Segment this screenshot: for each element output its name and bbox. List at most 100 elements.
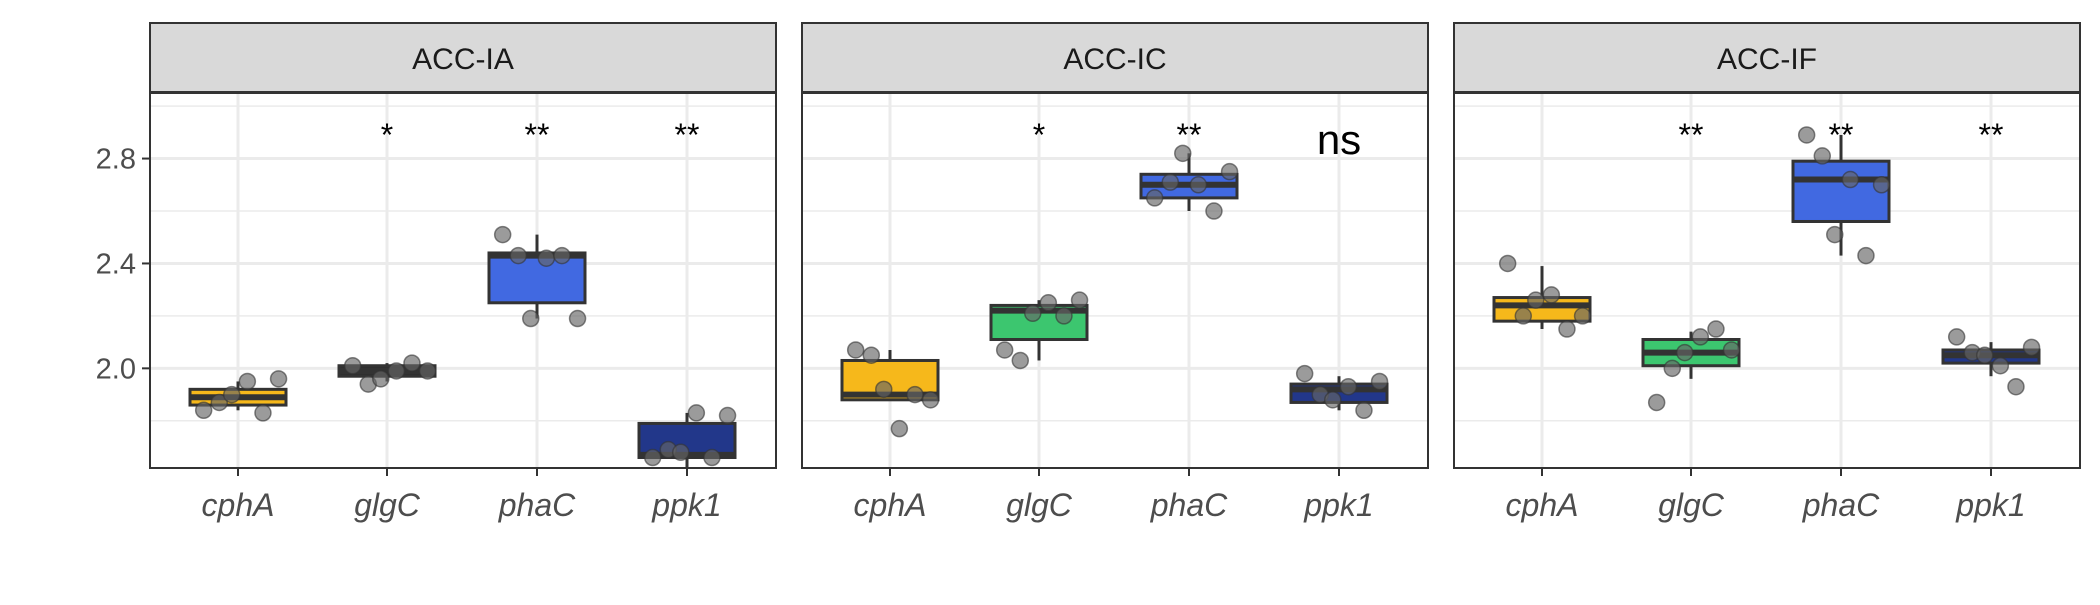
data-point (1189, 176, 1208, 194)
data-point (269, 370, 288, 388)
x-tick-label: ppk1 (651, 487, 721, 523)
box-acc-ic-ppk1 (1289, 364, 1389, 420)
box-acc-ic-phaC (1139, 144, 1239, 220)
facet-strip-label: ACC-IF (1717, 43, 1817, 76)
box-acc-ia-phaC (487, 225, 587, 328)
data-point (1174, 144, 1192, 163)
data-point (1872, 176, 1891, 194)
panel-border (149, 92, 777, 469)
box-acc-ia-ppk1 (637, 404, 737, 468)
data-point (1826, 225, 1844, 244)
facet-panel-acc-ia: ACC-IA cphA * glgC ** phaC ** ppk1 (149, 22, 777, 523)
y-tick-label: 2.8 (96, 144, 136, 176)
x-tick-label: cphA (1506, 487, 1579, 523)
data-point (343, 356, 362, 375)
y-tick-label: 2.4 (96, 248, 136, 280)
data-point (418, 362, 437, 380)
data-point (1707, 320, 1725, 338)
plot-area (802, 93, 1428, 468)
x-tick-label: phaC (498, 487, 576, 523)
significance-label: ** (1177, 117, 1202, 153)
data-point (2007, 377, 2025, 396)
data-point (1205, 202, 1223, 220)
data-point (1976, 346, 1994, 364)
data-point (1011, 351, 1030, 370)
box-acc-if-ppk1 (1941, 328, 2041, 396)
significance-label: ns (1317, 116, 1361, 163)
data-point (1498, 254, 1517, 273)
data-point (254, 404, 272, 422)
data-point (1573, 307, 1592, 325)
data-point (493, 225, 512, 244)
data-point (1691, 328, 1710, 346)
panel-border (1453, 92, 2081, 469)
facet-strip (801, 22, 1429, 93)
data-point (1220, 162, 1239, 181)
data-point (875, 380, 893, 399)
data-point (1841, 170, 1860, 189)
data-point (1527, 291, 1545, 309)
data-point (672, 443, 690, 462)
data-point (846, 341, 865, 359)
box-acc-if-phaC (1791, 126, 1891, 265)
facet-panel-acc-if: ACC-IF cphA ** glgC ** phaC ** ppk1 (1453, 22, 2081, 523)
data-point (1991, 356, 2010, 375)
x-tick-label: glgC (354, 487, 421, 523)
box-acc-if-glgC (1641, 320, 1741, 412)
significance-label: ** (1679, 117, 1704, 153)
box-body (1791, 159, 1891, 223)
panel-border (801, 92, 1429, 469)
data-point (1558, 320, 1576, 338)
data-point (995, 341, 1014, 359)
facet-strip-label: ACC-IC (1063, 43, 1166, 76)
data-point (890, 419, 909, 438)
data-point (718, 406, 737, 425)
data-point (1676, 343, 1694, 362)
significance-label: * (1033, 117, 1045, 153)
data-point (1813, 147, 1832, 165)
box-acc-ic-glgC (989, 291, 1089, 370)
data-point (568, 309, 587, 328)
significance-label: ** (525, 117, 550, 153)
data-point (1024, 304, 1042, 323)
data-point (553, 246, 571, 265)
data-point (537, 249, 556, 267)
data-point (372, 370, 390, 388)
data-point (1039, 294, 1058, 312)
facet-strip (149, 22, 777, 93)
x-tick-label: glgC (1658, 487, 1725, 523)
data-point (403, 354, 421, 372)
data-point (1797, 126, 1816, 144)
plot-area (1454, 93, 2080, 468)
facet-strip-label: ACC-IA (412, 43, 514, 76)
x-tick-label: ppk1 (1303, 487, 1373, 523)
data-point (1145, 189, 1164, 207)
x-tick-label: cphA (854, 487, 927, 523)
x-tick-label: phaC (1802, 487, 1880, 523)
data-point (1070, 291, 1089, 309)
data-point (1055, 307, 1073, 325)
data-point (1514, 307, 1533, 325)
data-point (509, 246, 528, 265)
data-point (522, 309, 540, 328)
x-tick-label: ppk1 (1955, 487, 2025, 523)
data-point (1947, 328, 1966, 346)
data-point (1370, 372, 1389, 391)
data-point (906, 385, 924, 404)
data-point (2022, 338, 2041, 357)
data-point (210, 393, 229, 412)
data-point (1647, 393, 1666, 412)
box-body (487, 251, 587, 305)
data-point (387, 362, 406, 380)
x-tick-label: cphA (202, 487, 275, 523)
data-point (1722, 341, 1741, 359)
significance-label: * (381, 117, 393, 153)
box-acc-ic-cphA (840, 341, 940, 438)
box-acc-if-cphA (1492, 254, 1592, 338)
facet-panel-acc-ic: ACC-IC cphA * glgC ** phaC ns ppk1 (801, 22, 1429, 523)
data-point (1295, 364, 1314, 383)
data-point (703, 448, 721, 467)
data-point (643, 448, 662, 467)
